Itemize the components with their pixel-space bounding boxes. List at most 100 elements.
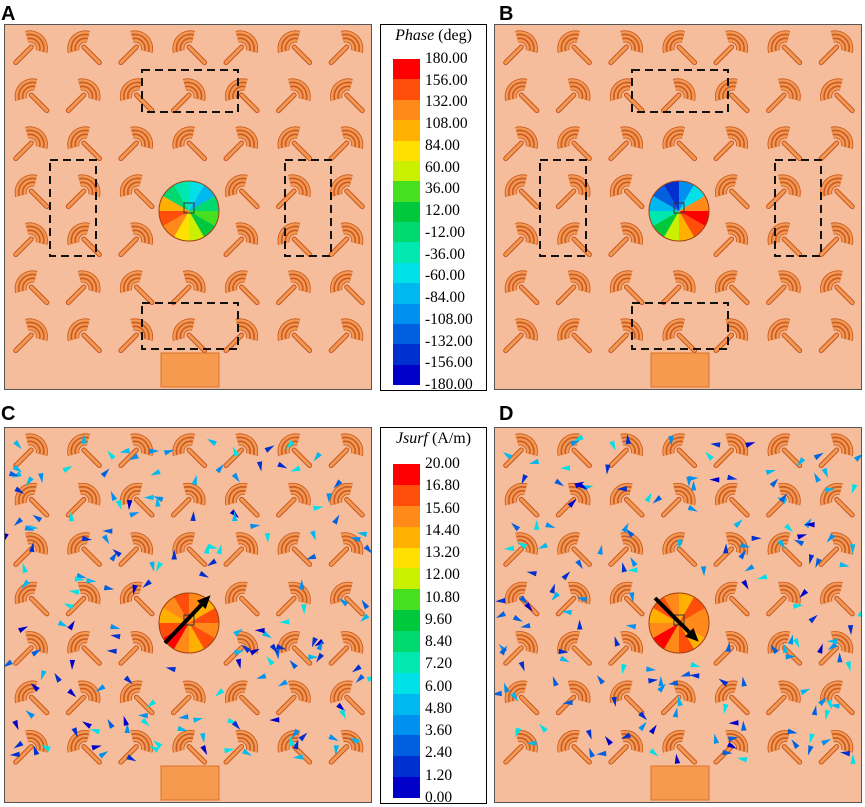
current-vector — [558, 648, 569, 655]
unit-cell-element — [767, 730, 803, 765]
current-vector — [517, 541, 528, 550]
jsurf-legend-symbol: Jsurf — [395, 430, 428, 447]
current-vector — [199, 732, 206, 744]
unit-cell-element — [820, 78, 855, 114]
unit-cell-element — [503, 222, 538, 258]
current-vector — [148, 745, 160, 753]
unit-cell-element — [276, 270, 311, 306]
current-vector — [576, 597, 588, 603]
current-vector — [360, 613, 370, 622]
current-vector — [526, 740, 537, 746]
current-vector — [680, 671, 691, 677]
current-vector — [314, 638, 325, 647]
current-vector — [266, 656, 275, 666]
current-vector — [519, 595, 528, 605]
current-vector — [132, 584, 138, 595]
current-vector — [206, 438, 217, 447]
unit-cell-element — [328, 532, 364, 567]
current-vector — [29, 542, 35, 553]
current-vector — [198, 570, 210, 578]
current-vector — [597, 544, 603, 555]
unit-cell-element — [223, 433, 259, 469]
current-vector — [850, 753, 856, 764]
current-vector — [803, 518, 812, 528]
current-vector — [165, 666, 176, 673]
current-direction-arrowhead — [197, 595, 211, 609]
unit-cell-element — [14, 680, 50, 716]
current-vector — [177, 725, 188, 732]
legend_jsurf-swatch — [393, 589, 420, 611]
current-vector — [274, 649, 280, 660]
current-vector — [510, 692, 519, 702]
unit-cell-element — [118, 222, 153, 258]
current-vector — [818, 696, 827, 707]
unit-cell-element — [13, 222, 48, 258]
unit-cell-element — [119, 78, 155, 114]
current-vector — [809, 733, 815, 744]
unit-cell-element — [13, 30, 48, 66]
current-vector — [289, 659, 298, 670]
unit-cell-element — [225, 680, 260, 716]
current-vector — [349, 737, 360, 745]
unit-cell-element — [276, 174, 311, 210]
unit-cell-element — [172, 126, 208, 162]
current-vector — [840, 751, 851, 757]
current-vector — [648, 724, 657, 735]
current-vector — [277, 461, 288, 469]
unit-cell-element — [65, 482, 101, 518]
current-vector — [30, 683, 40, 692]
unit-cell-element — [330, 680, 365, 716]
current-vector — [171, 549, 177, 560]
current-vector — [112, 548, 122, 558]
current-vector — [562, 699, 573, 706]
current-vector — [777, 539, 786, 549]
unit-cell-element — [713, 30, 749, 66]
legend_phase-tick-label: -132.00 — [425, 332, 473, 350]
unit-cell-element — [118, 30, 153, 66]
legend_phase-swatch — [393, 160, 420, 182]
legend_jsurf-tick-label: 6.00 — [425, 677, 453, 695]
current-vector — [495, 611, 507, 618]
current-vector — [796, 534, 808, 540]
current-vector — [13, 439, 22, 450]
unit-cell-element — [557, 318, 592, 354]
current-vector — [126, 499, 133, 511]
unit-cell-element — [608, 532, 643, 567]
current-vector — [152, 740, 163, 749]
current-vector — [526, 571, 537, 577]
unit-cell-element — [662, 433, 698, 469]
unit-cell-element — [820, 680, 855, 716]
legend_jsurf-swatch — [393, 505, 420, 527]
legend_phase-swatch — [393, 303, 420, 324]
current-vector — [570, 440, 581, 447]
current-vector — [604, 735, 613, 746]
current-vector — [620, 732, 632, 739]
current-vector — [332, 514, 340, 525]
current-vector — [128, 453, 139, 461]
legend_phase-tick-label: 156.00 — [425, 71, 468, 89]
jsurf-legend-title: Jsurf (A/m) — [381, 430, 486, 448]
current-vector — [596, 675, 606, 685]
highlight-box — [284, 159, 332, 257]
legend_phase-swatch — [393, 283, 420, 304]
current-vector — [328, 734, 339, 741]
legend_phase-swatch — [393, 79, 420, 100]
current-vector — [67, 620, 75, 631]
current-vector — [277, 679, 288, 687]
current-vector — [71, 727, 78, 738]
highlight-box — [631, 69, 729, 113]
current-vector — [290, 465, 301, 472]
current-vector — [31, 649, 42, 657]
current-vector — [69, 659, 76, 670]
unit-cell-element — [503, 318, 538, 354]
legend_phase-tick-label: 60.00 — [425, 158, 460, 176]
current-vector — [646, 666, 657, 672]
unit-cell-element — [13, 433, 48, 469]
current-vector — [264, 533, 271, 544]
legend_jsurf-swatch — [393, 735, 420, 757]
current-vector — [649, 748, 659, 757]
unit-cell-element — [225, 174, 260, 210]
legend_phase-tick-label: -12.00 — [425, 223, 466, 241]
unit-cell-element — [713, 532, 749, 567]
current-vector — [256, 461, 263, 472]
